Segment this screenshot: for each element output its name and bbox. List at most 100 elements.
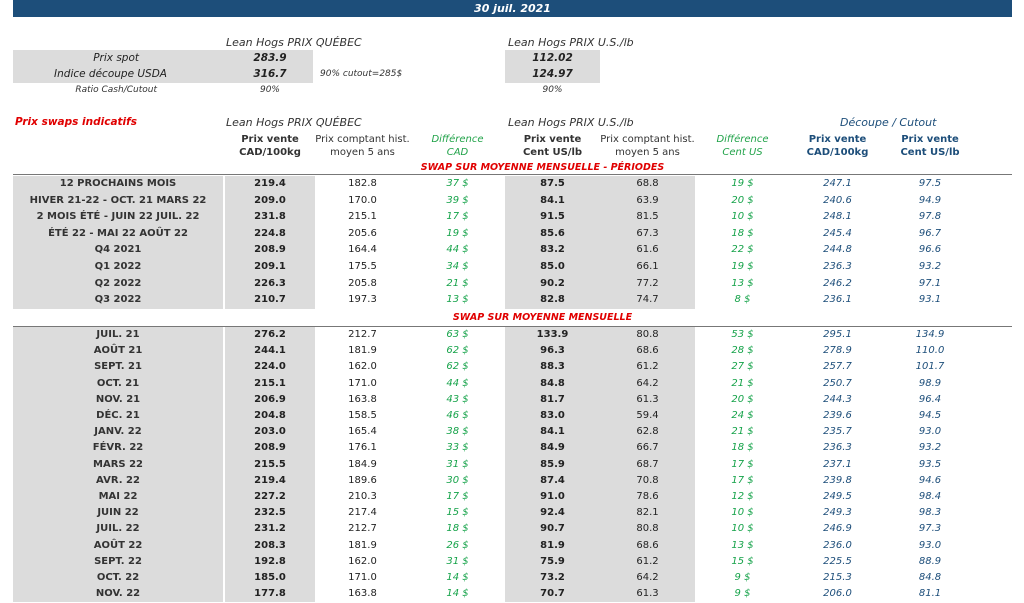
decoupe-title: Découpe / Cutout (840, 116, 937, 129)
cell-period: AVR. 22 (96, 474, 140, 486)
cell-qc-diff: 62 $ (446, 361, 469, 373)
cell-qc-sale: 224.8 (254, 227, 286, 239)
cell-cutout-cad: 249.5 (823, 491, 852, 502)
cutout-index-label: Indice découpe USDA (54, 68, 167, 80)
cell-period: AOÛT 22 (93, 539, 143, 551)
cell-us-sale: 90.2 (540, 277, 565, 289)
top-label-bg (13, 50, 313, 83)
cell-cutout-us: 84.8 (918, 572, 942, 583)
cell-period: OCT. 22 (96, 572, 140, 583)
cell-us-diff: 20 $ (731, 194, 754, 206)
cell-us-diff: 13 $ (731, 277, 754, 289)
cell-us-diff: 53 $ (731, 329, 754, 340)
cell-cutout-us: 93.2 (918, 261, 942, 272)
column-header-line: Prix comptant hist. (315, 134, 410, 145)
cell-us-diff: 20 $ (731, 393, 754, 405)
cell-qc-diff: 26 $ (446, 539, 469, 551)
cell-us-diff: 13 $ (731, 539, 754, 551)
top-quebec-title: Lean Hogs PRIX QUÉBEC (226, 36, 362, 49)
cell-qc-sale: 192.8 (254, 555, 286, 567)
cell-qc-hist: 163.8 (348, 588, 377, 600)
cell-cutout-cad: 237.1 (823, 458, 852, 470)
column-shading (13, 176, 223, 309)
cell-us-diff: 28 $ (731, 345, 754, 357)
top-us-bg (505, 50, 600, 83)
cell-us-diff: 21 $ (731, 426, 754, 438)
cell-qc-diff: 43 $ (446, 393, 469, 405)
cell-us-sale: 85.0 (540, 261, 565, 272)
cell-qc-diff: 63 $ (446, 329, 469, 340)
cell-qc-hist: 212.7 (348, 329, 377, 340)
cell-cutout-cad: 235.7 (823, 426, 852, 438)
cell-us-hist: 68.6 (636, 539, 659, 551)
cell-qc-diff: 19 $ (446, 227, 469, 239)
section-periods-title: SWAP SUR MOYENNE MENSUELLE - PÉRIODES (420, 162, 665, 173)
swaps-us-title: Lean Hogs PRIX U.S./lb (508, 116, 634, 129)
cutout-qc-value: 316.7 (253, 68, 287, 80)
cell-cutout-us: 81.1 (918, 588, 942, 600)
cell-qc-sale: 208.3 (254, 539, 286, 551)
cell-cutout-us: 101.7 (915, 361, 945, 373)
cell-us-hist: 67.3 (636, 227, 659, 239)
column-shading (505, 176, 600, 309)
cell-qc-sale: 185.0 (254, 572, 286, 583)
cutout-us-value: 124.97 (532, 68, 573, 80)
column-header-line: Cent US/lb (900, 147, 960, 158)
cell-period: MARS 22 (93, 458, 143, 470)
cell-qc-sale: 177.8 (254, 588, 286, 600)
cell-period: JANV. 22 (94, 426, 142, 438)
cell-us-sale: 84.8 (540, 377, 565, 389)
ratio-us-value: 90% (542, 85, 563, 95)
cell-qc-sale: 206.9 (254, 393, 286, 405)
column-header-us-sale: Prix vente Cent US/lb (505, 133, 600, 159)
cell-qc-hist: 181.9 (348, 539, 377, 551)
column-header-qc-diff: Différence CAD (410, 133, 505, 159)
cell-us-hist: 62.8 (636, 426, 659, 438)
cell-us-hist: 74.7 (636, 294, 659, 306)
cell-us-diff: 10 $ (731, 211, 754, 223)
cell-us-sale: 73.2 (540, 572, 565, 583)
cell-qc-diff: 21 $ (446, 277, 469, 289)
cell-period: Q1 2022 (94, 261, 142, 272)
cell-cutout-cad: 248.1 (823, 211, 852, 223)
cell-cutout-us: 96.6 (918, 244, 942, 256)
cell-qc-hist: 205.6 (348, 227, 377, 239)
cell-cutout-us: 93.0 (918, 426, 942, 438)
cell-qc-diff: 37 $ (446, 178, 469, 189)
cell-us-hist: 70.8 (636, 474, 659, 486)
column-shading (505, 327, 600, 603)
cell-us-hist: 80.8 (636, 523, 659, 535)
cell-qc-hist: 181.9 (348, 345, 377, 357)
cell-cutout-us: 98.4 (918, 491, 942, 502)
column-shading (225, 176, 315, 309)
cell-us-diff: 10 $ (731, 523, 754, 535)
cell-us-diff: 24 $ (731, 410, 754, 421)
cell-cutout-cad: 249.3 (823, 507, 852, 519)
cell-us-hist: 61.3 (636, 393, 659, 405)
cell-cutout-us: 97.1 (918, 277, 942, 289)
cell-us-sale: 84.1 (540, 194, 565, 206)
cell-period: Q2 2022 (94, 277, 142, 289)
cell-us-diff: 8 $ (734, 294, 751, 306)
cell-cutout-us: 97.5 (918, 178, 942, 189)
cell-qc-sale: 226.3 (254, 277, 286, 289)
spot-qc-value: 283.9 (253, 52, 287, 64)
cell-us-hist: 68.6 (636, 345, 659, 357)
cell-qc-hist: 184.9 (348, 458, 377, 470)
cell-qc-diff: 18 $ (446, 523, 469, 535)
swaps-title: Prix swaps indicatifs (15, 116, 137, 128)
cell-qc-sale: 203.0 (254, 426, 286, 438)
cell-qc-diff: 33 $ (446, 442, 469, 454)
cell-cutout-cad: 244.8 (823, 244, 852, 256)
cell-us-diff: 9 $ (734, 572, 751, 583)
cell-qc-hist: 162.0 (348, 361, 377, 373)
cell-us-diff: 17 $ (731, 474, 754, 486)
column-header-line: Prix vente (901, 134, 959, 145)
cell-us-diff: 19 $ (731, 261, 754, 272)
cell-us-sale: 92.4 (540, 507, 565, 519)
cell-qc-hist: 215.1 (348, 211, 377, 223)
cell-qc-hist: 212.7 (348, 523, 377, 535)
column-header-us-hist: Prix comptant hist. moyen 5 ans (600, 133, 695, 159)
cell-cutout-cad: 247.1 (823, 178, 852, 189)
cell-cutout-cad: 278.9 (823, 345, 852, 357)
